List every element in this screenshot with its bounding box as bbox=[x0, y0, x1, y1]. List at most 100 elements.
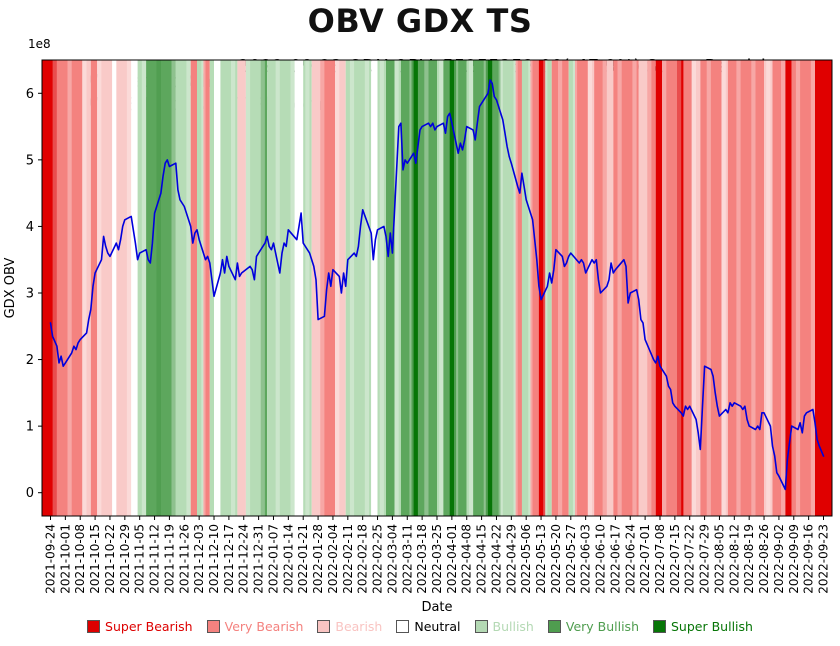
legend-swatch bbox=[317, 620, 331, 633]
x-tick-label: 2021-12-17 bbox=[222, 524, 236, 594]
sentiment-band bbox=[190, 60, 198, 516]
x-tick-label: 2022-02-04 bbox=[326, 524, 340, 594]
x-tick-label: 2021-10-15 bbox=[88, 524, 102, 594]
sentiment-band bbox=[677, 60, 684, 516]
sentiment-band bbox=[197, 60, 204, 516]
sentiment-band bbox=[320, 60, 336, 516]
x-tick-label: 2022-05-27 bbox=[564, 524, 578, 594]
x-tick-label: 2022-06-03 bbox=[579, 524, 593, 594]
legend-swatch bbox=[474, 620, 488, 633]
sentiment-band bbox=[90, 60, 98, 516]
legend-swatch bbox=[206, 620, 220, 633]
sentiment-bands bbox=[42, 60, 832, 516]
x-tick-label: 2022-06-24 bbox=[623, 524, 637, 594]
obv-line bbox=[49, 79, 825, 491]
legend-label: Very Bullish bbox=[565, 619, 639, 634]
sentiment-band bbox=[371, 60, 378, 516]
legend-item: Super Bullish bbox=[653, 619, 753, 634]
x-tick-label: 2022-04-15 bbox=[475, 524, 489, 594]
sentiment-band bbox=[785, 60, 792, 516]
x-tick-label: 2021-12-24 bbox=[237, 524, 251, 594]
legend-item: Very Bearish bbox=[206, 619, 303, 634]
legend-label: Super Bearish bbox=[105, 619, 193, 634]
sentiment-band bbox=[214, 60, 221, 516]
x-tick-label: 2022-07-15 bbox=[668, 524, 682, 594]
x-tick-label: 2022-06-10 bbox=[594, 524, 608, 594]
sentiment-band bbox=[237, 60, 246, 516]
sentiment-band bbox=[203, 60, 210, 516]
x-tick-label: 2022-07-01 bbox=[638, 524, 652, 594]
sentiment-band bbox=[515, 60, 522, 516]
x-tick-label: 2022-02-11 bbox=[341, 524, 355, 594]
sentiment-band bbox=[146, 60, 176, 516]
x-tick-label: 2022-03-18 bbox=[415, 524, 429, 594]
x-tick-label: 2022-04-08 bbox=[460, 524, 474, 594]
legend-swatch bbox=[653, 620, 666, 633]
x-tick-label: 2022-09-23 bbox=[817, 524, 831, 594]
sentiment-band bbox=[647, 60, 656, 516]
sentiment-band bbox=[545, 60, 552, 516]
sentiment-band bbox=[551, 60, 569, 516]
sentiment-band bbox=[772, 60, 786, 516]
x-tick-label: 2022-07-22 bbox=[683, 524, 697, 594]
sentiment-band bbox=[466, 60, 474, 516]
y-axis-label: GDX OBV bbox=[3, 258, 18, 319]
sentiment-band bbox=[727, 60, 764, 516]
x-tick-label: 2021-11-26 bbox=[177, 524, 191, 594]
sentiment-band bbox=[394, 60, 401, 516]
x-tick-label: 2021-12-03 bbox=[192, 524, 206, 594]
sentiment-band bbox=[638, 60, 648, 516]
x-axis-label: Date bbox=[421, 600, 452, 615]
sentiment-band bbox=[112, 60, 117, 516]
sentiment-band bbox=[587, 60, 595, 516]
sentiment-band bbox=[449, 60, 457, 516]
sentiment-band bbox=[521, 60, 531, 516]
x-tick-label: 2022-08-05 bbox=[712, 524, 726, 594]
sentiment-band bbox=[260, 60, 268, 516]
sentiment-band bbox=[815, 60, 832, 516]
x-tick-label: 2022-08-19 bbox=[742, 524, 756, 594]
sentiment-band bbox=[721, 60, 728, 516]
legend-label: Neutral bbox=[414, 619, 461, 634]
x-tick-label: 2022-06-17 bbox=[608, 524, 622, 594]
legend-item: Super Bearish bbox=[87, 619, 193, 634]
chart-title: OBV GDX TS bbox=[307, 2, 533, 40]
sentiment-band bbox=[538, 60, 546, 516]
sentiment-band bbox=[156, 60, 161, 516]
x-tick-label: 2021-11-05 bbox=[133, 524, 147, 594]
sentiment-legend: Super Bearish Very Bearish Bearish Neutral B… bbox=[0, 619, 840, 634]
x-tick-label: 2022-05-06 bbox=[519, 524, 533, 594]
sentiment-band bbox=[56, 60, 83, 516]
x-tick-label: 2022-01-07 bbox=[266, 524, 280, 594]
legend-label: Bearish bbox=[335, 619, 383, 634]
x-tick-label: 2022-01-21 bbox=[296, 524, 310, 594]
x-tick-label: 2021-10-22 bbox=[103, 524, 117, 594]
legend-swatch bbox=[87, 620, 101, 633]
y-tick-label: 3 bbox=[26, 286, 34, 301]
x-tick-label: 2022-04-22 bbox=[489, 524, 503, 594]
x-tick-label: 2022-09-16 bbox=[802, 524, 816, 594]
x-tick-label: 2022-04-29 bbox=[504, 524, 518, 594]
legend-item: Bearish bbox=[317, 619, 382, 634]
sentiment-band bbox=[613, 60, 639, 516]
x-tick-label: 2021-12-31 bbox=[252, 524, 266, 594]
y-tick-label: 1 bbox=[26, 420, 34, 435]
sentiment-band bbox=[137, 60, 147, 516]
x-tick-label: 2022-02-25 bbox=[371, 524, 385, 594]
x-tick-label: 2022-08-26 bbox=[757, 524, 771, 594]
legend-item: Neutral bbox=[396, 619, 461, 634]
sentiment-band bbox=[267, 60, 295, 516]
x-tick-label: 2022-02-18 bbox=[356, 524, 370, 594]
sentiment-band bbox=[42, 60, 57, 516]
sentiment-band bbox=[303, 60, 312, 516]
x-tick-label: 2022-03-25 bbox=[430, 524, 444, 594]
sentiment-band bbox=[662, 60, 692, 516]
x-tick-label: 2021-10-08 bbox=[73, 524, 87, 594]
y-tick-label: 5 bbox=[26, 153, 34, 168]
legend-item: Bullish bbox=[474, 619, 534, 634]
sentiment-band bbox=[245, 60, 261, 516]
sentiment-band bbox=[175, 60, 191, 516]
sentiment-band bbox=[345, 60, 372, 516]
